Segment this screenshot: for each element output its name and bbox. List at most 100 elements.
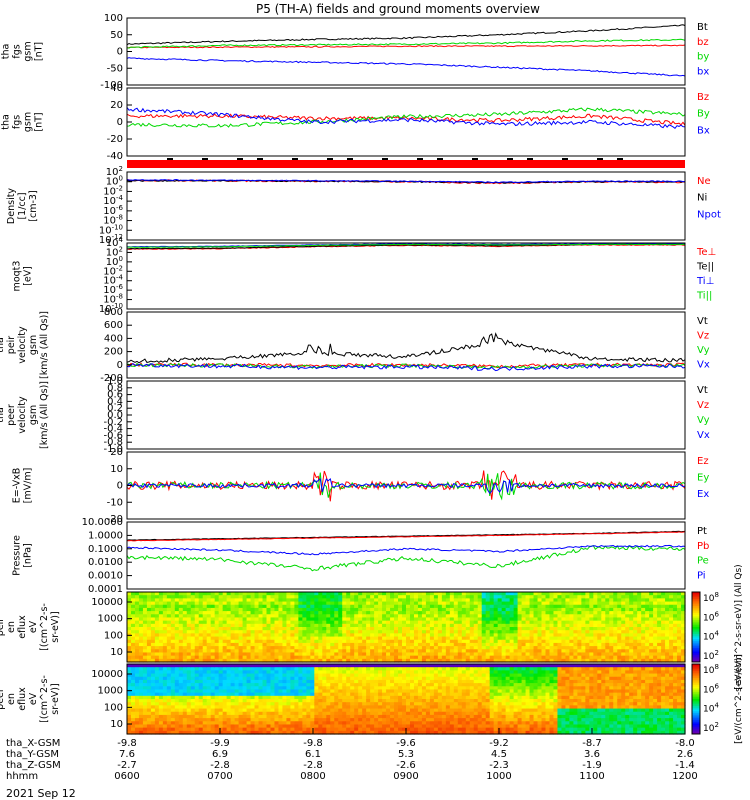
spectrogram-cell [322, 727, 327, 732]
spectrogram-cell [493, 642, 499, 647]
spectrogram-cell [413, 718, 419, 722]
spectrogram-cell [342, 711, 347, 716]
spectrogram-cell [529, 649, 535, 654]
spectrogram-cell [186, 699, 192, 703]
spectrogram-cell [493, 614, 499, 619]
spectrogram-cell [310, 670, 315, 675]
spectrogram-cell [242, 689, 248, 694]
spectrogram-cell [222, 630, 228, 634]
spectrogram-cell [278, 658, 284, 663]
spectrogram-cell [150, 676, 156, 681]
spectrogram-cell [390, 730, 395, 735]
spectrogram-cell [549, 639, 555, 644]
spectrogram-cell [262, 595, 268, 599]
spectrogram-cell [218, 711, 224, 716]
spectrogram-cell [218, 695, 224, 700]
spectrogram-cell [214, 670, 220, 675]
spectrogram-cell [246, 670, 252, 675]
spectrogram-cell [390, 667, 395, 671]
spectrogram-cell [154, 695, 160, 700]
spectrogram-cell [473, 611, 479, 615]
spectrogram-cell [461, 607, 467, 612]
spectrogram-cell [354, 601, 359, 606]
spectrogram-cell [290, 708, 295, 713]
spectrogram-cell [262, 601, 268, 606]
spectrogram-cell [322, 592, 327, 596]
spectrogram-cell [525, 639, 531, 644]
spectrogram-cell [597, 595, 602, 599]
spectrogram-cell [250, 664, 256, 668]
spectrogram-cell [394, 699, 399, 703]
spectrogram-cell [138, 620, 144, 625]
spectrogram-cell [318, 592, 323, 596]
spectrogram-cell [370, 627, 375, 631]
spectrogram-cell [250, 699, 256, 703]
spectrogram-cell [242, 721, 248, 726]
spectrogram-cell [613, 652, 618, 657]
spectrogram-cell [190, 692, 196, 697]
spectrogram-cell [413, 670, 419, 675]
spectrogram-cell [637, 592, 642, 596]
spectrogram-cell [421, 601, 427, 606]
spectrogram-cell [270, 630, 276, 634]
spectrogram-cell [649, 655, 654, 660]
spectrogram-cell [210, 670, 216, 675]
spectrogram-cell [334, 708, 339, 713]
spectrogram-cell [182, 627, 188, 631]
spectrogram-cell [306, 679, 311, 684]
spectrogram-cell [206, 642, 212, 647]
spectrogram-cell [421, 642, 427, 647]
spectrogram-cell [186, 658, 192, 663]
spectrogram-cell [417, 705, 423, 710]
spectrogram-cell [581, 646, 586, 650]
ytick-exponent: 2 [119, 245, 123, 253]
spectrogram-cell [609, 614, 614, 619]
spectrogram-cell [306, 730, 311, 735]
spectrogram-cell [274, 620, 280, 625]
spectrogram-cell [342, 639, 347, 644]
spectrogram-cell [294, 689, 299, 694]
spectrogram-cell [222, 664, 228, 668]
spectrogram-cell [461, 655, 467, 660]
spectrogram-cell [346, 730, 351, 735]
spectrogram-cell [298, 686, 303, 691]
spectrogram-cell [274, 627, 280, 631]
spectrogram-cell [306, 649, 311, 654]
spectrogram-cell [290, 727, 295, 732]
spectrogram-cell [134, 727, 140, 732]
spectrogram-cell [194, 714, 200, 719]
spectrogram-cell [302, 689, 307, 694]
spectrogram-cell [350, 705, 355, 710]
spectrogram-cell [306, 607, 311, 612]
spectrogram-cell [278, 595, 284, 599]
spectrogram-cell [346, 607, 351, 612]
spectrogram-cell [322, 676, 327, 681]
spectrogram-cell [326, 686, 331, 691]
spectrogram-cell [394, 639, 399, 644]
spectrogram-cell [258, 646, 264, 650]
spectrogram-cell [629, 611, 634, 615]
spectrogram-cell [394, 689, 399, 694]
spectrogram-cell [645, 639, 650, 644]
spectrogram-cell [661, 646, 666, 650]
spectrogram-cell [194, 592, 200, 596]
spectrogram-cell [226, 620, 232, 625]
spectrogram-cell [138, 705, 144, 710]
spectrogram-cell [354, 730, 359, 735]
spectrogram-cell [669, 655, 674, 660]
spectrogram-cell [274, 630, 280, 634]
legend-label: Te|| [696, 262, 714, 273]
spectrogram-cell [234, 721, 240, 726]
spectrogram-cell [134, 652, 140, 657]
spectrogram-cell [230, 689, 236, 694]
spectrogram-cell [509, 611, 515, 615]
spectrogram-cell [286, 595, 292, 599]
spectrogram-cell [533, 623, 539, 628]
spectrogram-cell [525, 607, 531, 612]
ylabel-line: E=-VxB [12, 468, 23, 503]
ytick-label: 100 [104, 630, 123, 641]
spectrogram-cell [210, 705, 216, 710]
spectrogram-cell [338, 617, 343, 622]
spectrogram-cell [174, 708, 180, 713]
spectrogram-cell [278, 683, 284, 687]
